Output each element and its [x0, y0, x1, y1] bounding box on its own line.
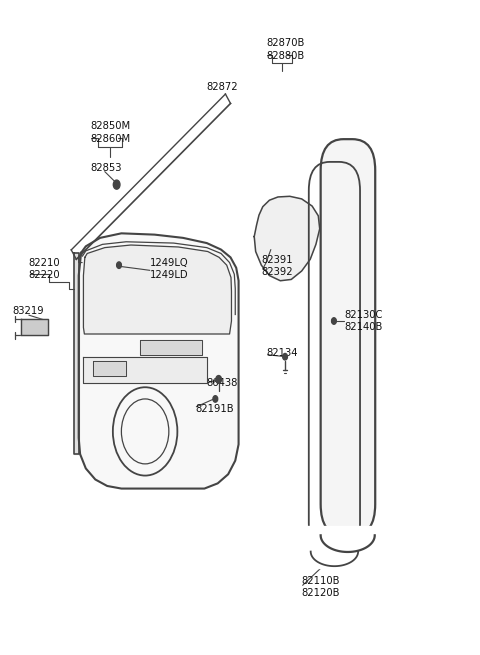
Text: 86438: 86438	[207, 378, 238, 388]
Circle shape	[283, 354, 288, 360]
Text: 82191B: 82191B	[195, 403, 234, 414]
Text: 83219: 83219	[12, 307, 44, 316]
Polygon shape	[140, 341, 202, 355]
Circle shape	[113, 180, 120, 189]
Polygon shape	[74, 253, 79, 454]
Polygon shape	[254, 196, 320, 281]
FancyBboxPatch shape	[321, 139, 375, 535]
Text: 82872: 82872	[207, 83, 239, 92]
Text: 82853: 82853	[91, 163, 122, 174]
Circle shape	[332, 318, 336, 324]
Polygon shape	[21, 319, 48, 335]
Polygon shape	[84, 357, 207, 383]
Text: 82870B
82880B: 82870B 82880B	[266, 39, 304, 61]
Polygon shape	[93, 362, 126, 376]
Text: 82130C
82140B: 82130C 82140B	[344, 310, 383, 332]
Polygon shape	[79, 233, 239, 489]
Circle shape	[216, 375, 221, 383]
Polygon shape	[306, 525, 383, 568]
Polygon shape	[84, 245, 231, 334]
Text: 82134: 82134	[266, 348, 298, 358]
Circle shape	[117, 262, 121, 269]
Circle shape	[213, 396, 218, 402]
Text: 82110B
82120B: 82110B 82120B	[301, 576, 340, 599]
Text: 82210
82220: 82210 82220	[29, 258, 60, 280]
Text: 82391
82392: 82391 82392	[261, 255, 293, 277]
Text: 1249LQ
1249LD: 1249LQ 1249LD	[150, 258, 189, 280]
Text: 82850M
82860M: 82850M 82860M	[91, 121, 131, 144]
